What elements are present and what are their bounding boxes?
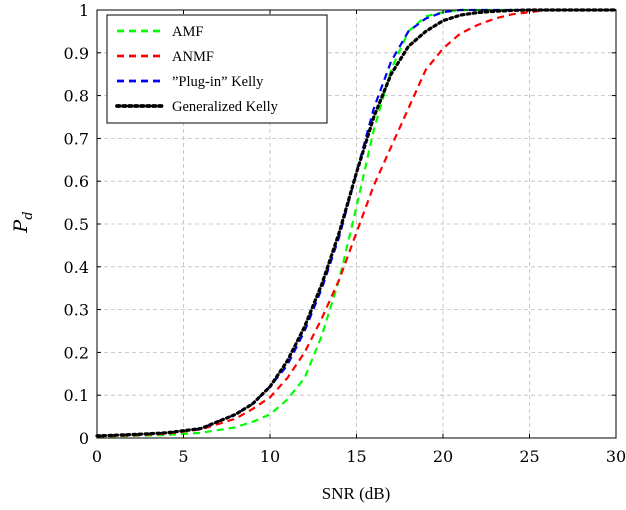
y-tick-label-0: 0 <box>79 429 89 448</box>
x-tick-label-0: 0 <box>92 447 102 466</box>
y-tick-label-6: 0.6 <box>64 172 89 191</box>
x-tick-label-4: 20 <box>433 447 453 466</box>
y-axis-label-subscript: d <box>21 211 36 219</box>
axis-ticks: 0 5 10 15 20 25 30 0 0.1 0.2 0.3 0.4 0.5 0.6 0.7 0.8 0.9… <box>64 1 626 466</box>
y-tick-label-4: 0.4 <box>64 258 89 277</box>
y-axis-label: Pd <box>10 211 36 233</box>
grid <box>97 10 616 438</box>
x-tick-label-1: 5 <box>178 447 188 466</box>
legend-label-2: ”Plug-in” Kelly <box>172 74 264 90</box>
x-tick-label-5: 25 <box>519 447 539 466</box>
legend-label-3: Generalized Kelly <box>172 99 279 115</box>
y-tick-label-3: 0.3 <box>64 301 89 320</box>
legend-label-0: AMF <box>172 24 203 40</box>
y-tick-label-2: 0.2 <box>64 343 89 362</box>
x-axis-label: SNR (dB) <box>322 484 390 503</box>
y-tick-label-8: 0.8 <box>64 87 89 106</box>
x-tick-label-6: 30 <box>606 447 626 466</box>
y-axis-label-main: P <box>10 219 32 234</box>
legend: AMF ANMF ”Plug-in” Kelly Generalized Kelly <box>106 14 328 124</box>
x-tick-label-2: 10 <box>260 447 280 466</box>
y-tick-label-10: 1 <box>79 1 89 20</box>
legend-label-1: ANMF <box>172 49 214 65</box>
series-line-1 <box>96 8 616 438</box>
y-tick-label-5: 0.5 <box>64 215 89 234</box>
y-tick-label-7: 0.7 <box>64 129 89 148</box>
svg-text:Pd: Pd <box>10 211 36 233</box>
y-tick-label-1: 0.1 <box>64 386 89 405</box>
y-tick-label-9: 0.9 <box>64 44 89 63</box>
x-tick-label-3: 15 <box>346 447 366 466</box>
